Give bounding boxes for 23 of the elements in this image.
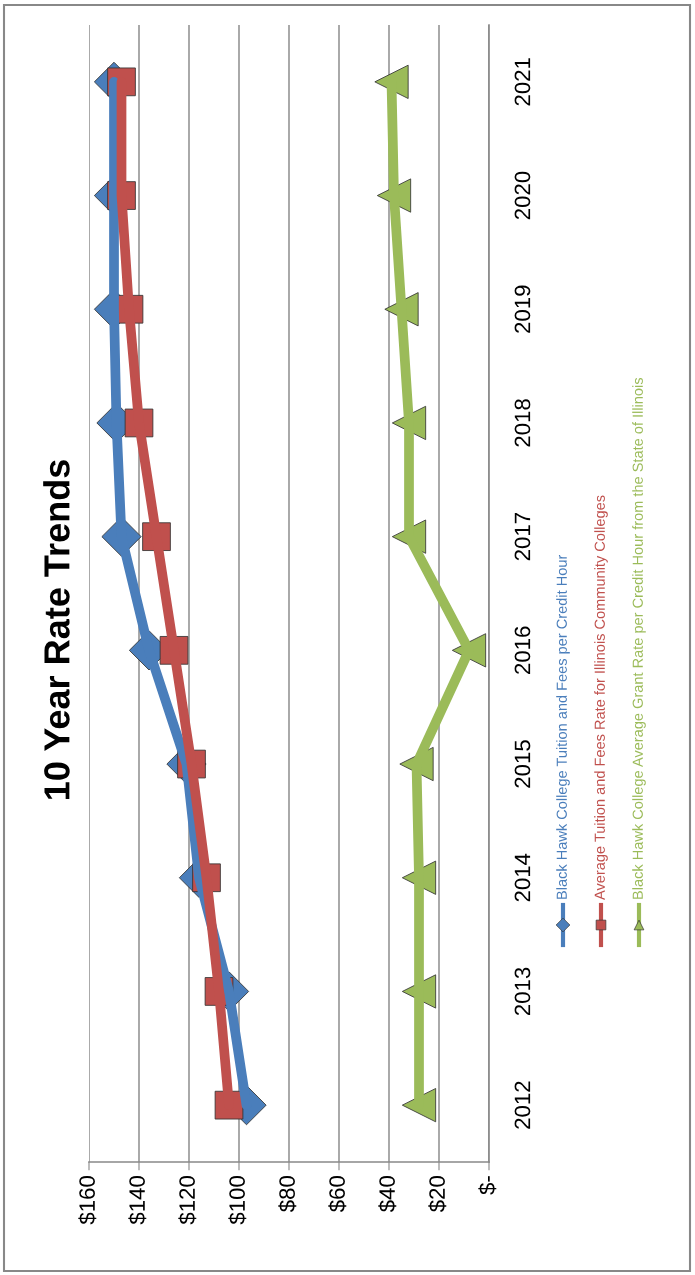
y-tick-label: 2016	[514, 626, 531, 674]
x-tick-label: $40	[378, 1176, 397, 1213]
x-tick-label: $20	[428, 1176, 447, 1213]
x-tick-label: $80	[278, 1176, 297, 1213]
y-tick-label: 2021	[514, 58, 531, 106]
y-tick-label: 2017	[514, 513, 531, 561]
x-tick-label: $140	[128, 1176, 147, 1225]
text: Black Hawk College Average Grant Rate per Credit Hour from the State of Illinois	[632, 377, 646, 899]
y-tick-label: 2020	[514, 171, 531, 220]
x-tick-label: $100	[228, 1176, 247, 1225]
y-tick-label: 2014	[514, 853, 531, 902]
y-tick-label: 2019	[514, 285, 531, 333]
y-tick-label: 2012	[514, 1081, 531, 1129]
x-tick-label: $120	[178, 1176, 197, 1225]
text: Average Tuition and Fees Rate for Illinois Community Colleges	[594, 495, 608, 900]
x-tick-label: $160	[78, 1176, 97, 1225]
x-tick-label: $60	[328, 1176, 347, 1213]
text: Black Hawk College Tuition and Fees per Credit Hour	[556, 554, 570, 899]
text: 10 Year Rate Trends	[43, 460, 70, 800]
x-tick-label: $-	[478, 1176, 497, 1195]
y-tick-label: 2015	[514, 740, 531, 788]
y-tick-label: 2013	[514, 967, 531, 1016]
y-tick-label: 2018	[514, 399, 531, 447]
